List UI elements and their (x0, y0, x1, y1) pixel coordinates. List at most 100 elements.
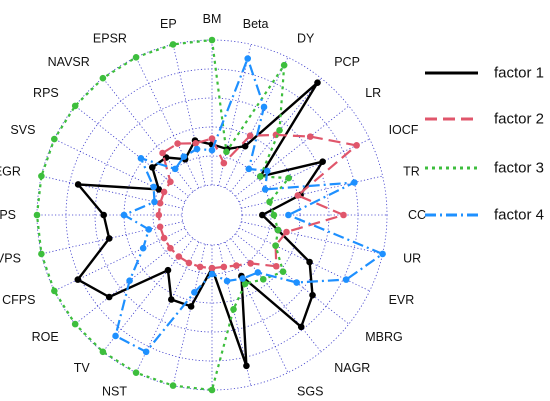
data-point (167, 178, 174, 186)
grid-ring-0 (181, 184, 243, 246)
series-line (114, 57, 384, 353)
category-label: NST (102, 385, 127, 399)
data-point (169, 41, 177, 48)
grid-spoke (172, 44, 206, 186)
data-point (208, 264, 216, 272)
data-point (353, 142, 360, 149)
category-label: EPS (0, 208, 16, 222)
data-point (151, 198, 158, 206)
data-point (279, 268, 287, 275)
series-2 (155, 131, 360, 272)
category-labels: BM Beta DY PCP LR IOCF TR CC UR EVR MBRG NAGR SGS TMC… (0, 12, 426, 401)
data-point (145, 226, 153, 233)
grid-spoke (102, 77, 194, 192)
category-label: EP (160, 17, 177, 31)
data-point (220, 159, 228, 167)
legend-label: factor 4 (494, 207, 544, 224)
data-point (99, 74, 107, 82)
category-label: SVS (10, 123, 35, 137)
data-point (180, 153, 188, 160)
category-label: NAGR (334, 361, 370, 375)
data-point (260, 103, 268, 111)
category-label: EV (160, 399, 177, 401)
data-point (137, 155, 145, 162)
series-line (35, 38, 290, 392)
data-point (71, 320, 79, 328)
data-point (105, 235, 113, 242)
data-point (243, 362, 250, 370)
data-point (306, 258, 313, 266)
category-label: CFPS (2, 293, 35, 307)
grid-spoke (235, 105, 350, 197)
data-point (309, 291, 316, 299)
data-point (187, 303, 195, 310)
data-point (208, 36, 216, 44)
data-point (280, 61, 288, 69)
data-point (33, 211, 41, 219)
category-label: EVR (389, 293, 415, 307)
data-point (244, 55, 252, 62)
data-point (259, 275, 267, 283)
category-label: CC (408, 208, 426, 222)
data-point (220, 263, 228, 271)
data-point (156, 199, 164, 207)
category-label: IOCF (389, 123, 419, 137)
data-point (245, 165, 253, 173)
data-point (246, 132, 254, 140)
data-point (185, 259, 193, 267)
data-point (294, 192, 302, 199)
data-point (261, 186, 269, 193)
grid-spoke (235, 233, 350, 325)
data-point (241, 142, 249, 150)
category-label: SGS (297, 385, 323, 399)
data-point (208, 146, 216, 154)
data-point (285, 211, 292, 219)
data-point (71, 102, 79, 110)
data-point (208, 270, 216, 278)
data-point (193, 145, 201, 153)
grid-spoke (238, 227, 370, 292)
data-point (132, 54, 140, 61)
data-point (306, 133, 314, 140)
legend-label: factor 2 (494, 111, 544, 128)
data-point (156, 223, 164, 231)
data-point (230, 305, 237, 313)
category-label: EPSR (93, 31, 127, 45)
data-point (74, 276, 82, 283)
category-label: NAVSR (48, 55, 90, 69)
category-label: TMC (242, 399, 269, 401)
data-point (257, 173, 264, 180)
data-point (272, 242, 279, 249)
data-point (342, 276, 350, 283)
legend: factor 1 factor 2 factor 3 factor 4 (425, 65, 544, 224)
data-point (112, 332, 119, 340)
category-label: TR (403, 164, 420, 178)
category-label: LR (365, 86, 381, 100)
data-point (314, 79, 321, 87)
grid-spoke (241, 221, 383, 255)
data-point (263, 167, 271, 175)
category-label: MBRG (365, 330, 403, 344)
data-point (38, 250, 45, 258)
category-label: TV (74, 361, 91, 375)
series-4 (112, 55, 386, 356)
category-label: DY (297, 31, 315, 45)
data-point (208, 135, 216, 142)
category-label: NAVPS (0, 252, 21, 266)
category-label: BM (203, 12, 222, 26)
category-label: RPS (33, 86, 59, 100)
data-point (120, 211, 128, 219)
data-point (100, 211, 107, 219)
data-point (239, 275, 246, 282)
data-point (168, 296, 175, 303)
legend-label: factor 3 (494, 160, 544, 177)
data-point (159, 149, 166, 157)
data-point (351, 179, 358, 186)
series-1 (74, 79, 326, 370)
data-point (160, 234, 168, 242)
data-point (319, 158, 326, 166)
data-point (283, 228, 290, 236)
data-point (223, 277, 231, 285)
grid-spoke (230, 238, 322, 353)
